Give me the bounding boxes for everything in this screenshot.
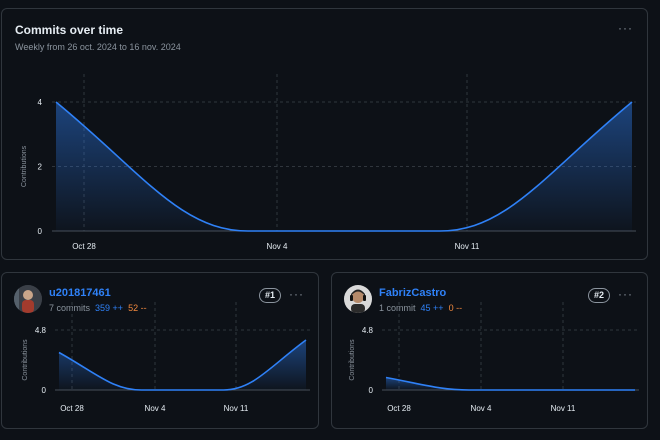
x-tick-label: Oct 28 [387, 404, 411, 413]
more-options-icon[interactable]: ··· [289, 287, 304, 301]
x-tick-label: Nov 11 [224, 404, 249, 413]
contributor-username[interactable]: FabrizCastro [379, 287, 447, 299]
x-tick-label: Oct 28 [72, 242, 96, 251]
additions-count: 359 ++ [95, 303, 124, 313]
deletions-count: 52 -- [128, 303, 147, 313]
contributor-stats: 1 commit 45 ++ 0 -- [379, 303, 462, 313]
commits-chart: 0 2 4 Oct 28 Nov 4 Nov 11 Contributions [21, 74, 636, 251]
commit-count[interactable]: 7 commits [49, 303, 91, 313]
x-tick-label: Nov 11 [455, 242, 480, 251]
series-line [58, 339, 307, 391]
y-axis-label: Contributions [21, 145, 28, 187]
y-tick-label: 4.8 [35, 326, 47, 335]
avatar[interactable] [344, 285, 372, 313]
avatar[interactable] [14, 285, 42, 313]
x-tick-label: Nov 11 [551, 404, 576, 413]
y-tick-label: 0 [38, 227, 43, 236]
y-tick-label: 4 [38, 98, 43, 107]
y-axis-label: Contributions [349, 339, 356, 381]
rank-badge: #2 [587, 288, 610, 303]
commit-count[interactable]: 1 commit [379, 303, 416, 313]
x-tick-label: Nov 4 [145, 404, 166, 413]
rank-badge: #1 [258, 288, 281, 303]
y-tick-label: 0 [42, 386, 47, 395]
avatar-image [14, 285, 42, 313]
additions-count: 45 ++ [420, 303, 444, 313]
series-area [386, 377, 635, 390]
contributor-chart: 0 4.8 Oct 28 Nov 4 Nov 11 Contributions [22, 302, 310, 413]
chart-subtitle: Weekly from 26 oct. 2024 to 16 nov. 2024 [15, 42, 181, 52]
x-tick-label: Oct 28 [60, 404, 84, 413]
series-line [55, 101, 633, 232]
contributor-stats: 7 commits 359 ++ 52 -- [49, 303, 147, 313]
series-line [385, 376, 635, 391]
y-tick-label: 4.8 [362, 326, 374, 335]
x-tick-label: Nov 4 [471, 404, 492, 413]
y-tick-label: 2 [38, 163, 43, 172]
deletions-count: 0 -- [448, 303, 463, 313]
contributor-card: FabrizCastro 1 commit 45 ++ 0 -- #2 ··· … [331, 272, 648, 429]
series-area [59, 340, 306, 390]
x-tick-label: Nov 4 [267, 242, 288, 251]
chart-title: Commits over time [15, 23, 124, 37]
more-options-icon[interactable]: ··· [618, 21, 633, 35]
contributor-chart: 0 4.8 Oct 28 Nov 4 Nov 11 Contributions [349, 302, 639, 413]
y-tick-label: 0 [369, 386, 374, 395]
contributor-card: u201817461 7 commits 359 ++ 52 -- #1 ···… [1, 272, 319, 429]
avatar-image [344, 285, 372, 313]
more-options-icon[interactable]: ··· [618, 287, 633, 301]
contributor-username[interactable]: u201817461 [49, 287, 111, 299]
commits-over-time-card: Commits over time Weekly from 26 oct. 20… [1, 8, 648, 260]
series-area [56, 102, 632, 231]
y-axis-label: Contributions [22, 339, 29, 381]
